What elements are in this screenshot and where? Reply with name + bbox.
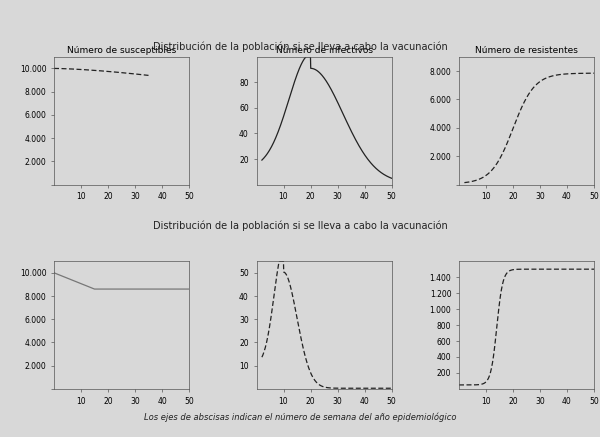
- Text: Distribución de la población si se lleva a cabo la vacunación: Distribución de la población si se lleva…: [152, 221, 448, 231]
- Title: Número de infectivos: Número de infectivos: [275, 45, 373, 55]
- Text: Distribución de la población si se lleva a cabo la vacunación: Distribución de la población si se lleva…: [152, 42, 448, 52]
- Title: Número de resistentes: Número de resistentes: [475, 45, 578, 55]
- Text: Los ejes de abscisas indican el número de semana del año epidemiológico: Los ejes de abscisas indican el número d…: [144, 412, 456, 422]
- Title: Número de susceptibles: Número de susceptibles: [67, 45, 176, 55]
